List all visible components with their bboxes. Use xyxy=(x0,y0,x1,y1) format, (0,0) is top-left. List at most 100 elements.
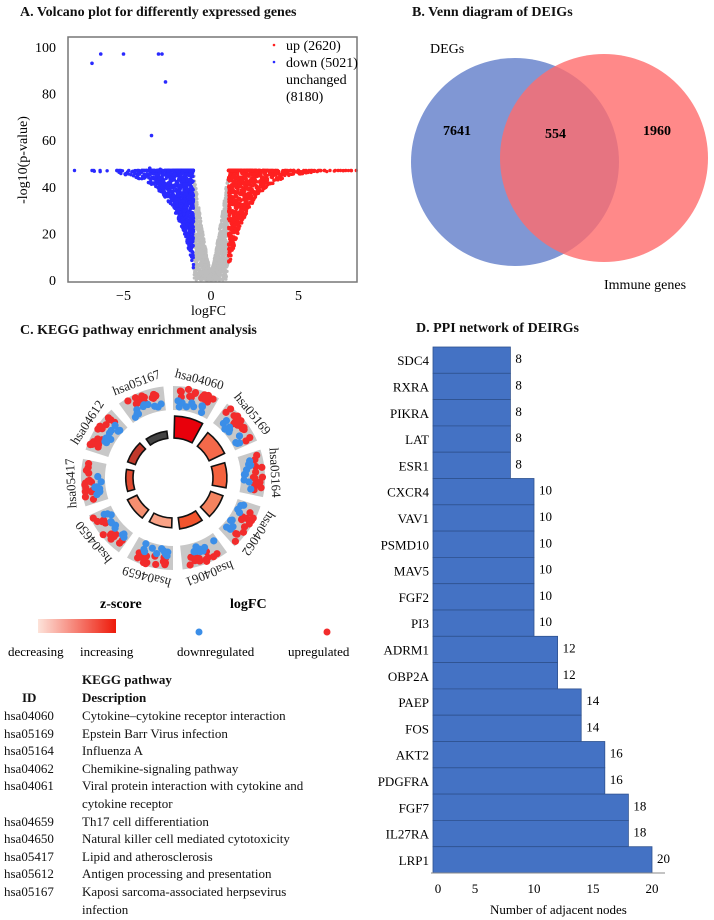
volcano-point-unchanged xyxy=(204,254,208,259)
volcano-point-unchanged xyxy=(215,253,219,257)
volcano-point-unchanged xyxy=(198,221,202,225)
volcano-point-down xyxy=(161,172,165,177)
ppi-category-label: PSMD10 xyxy=(381,537,429,552)
volcano-point-down xyxy=(167,188,171,192)
volcano-point-unchanged xyxy=(204,268,208,272)
volcano-point-unchanged xyxy=(195,200,199,204)
ppi-value-label: 16 xyxy=(610,746,624,761)
volcano-point-down xyxy=(140,174,145,178)
ppi-bar xyxy=(432,346,511,374)
volcano-point-unchanged xyxy=(196,239,200,243)
ppi-value-label: 20 xyxy=(657,851,670,866)
volcano-point-down xyxy=(158,171,162,175)
volcano-point-unchanged xyxy=(223,211,227,215)
ppi-bar xyxy=(432,688,582,716)
volcano-point-down xyxy=(190,249,194,254)
ppi-xtick-label: 0 xyxy=(435,881,442,896)
volcano-point-unchanged xyxy=(224,207,228,211)
volcano-point-unchanged xyxy=(198,216,203,220)
volcano-point-down xyxy=(174,187,179,192)
volcano-point-unchanged xyxy=(196,276,200,281)
volcano-title: A. Volcano plot for differently expresse… xyxy=(20,5,297,20)
volcano-point-unchanged xyxy=(204,272,209,276)
ppi-xtick-label: 10 xyxy=(528,881,541,896)
volcano-point-unchanged xyxy=(224,277,228,281)
ppi-xtick-label: 20 xyxy=(646,881,659,896)
volcano-point-down xyxy=(176,216,181,220)
ppi-bar xyxy=(432,478,535,506)
ppi-bars: SDC4 8 RXRA 8 PIKRA 8 LAT 8 ESR1 8 CXCR4 10 VAV1 10 PS… xyxy=(378,346,670,896)
ppi-value-label: 10 xyxy=(539,483,552,498)
volcano-point-down xyxy=(170,196,174,200)
ppi-value-label: 10 xyxy=(539,588,552,603)
volcano-point-unchanged xyxy=(198,250,203,254)
volcano-point-down xyxy=(174,196,178,201)
volcano-point-down xyxy=(186,210,190,215)
volcano-point-unchanged xyxy=(219,257,223,261)
volcano-point-unchanged xyxy=(213,261,217,265)
ppi-category-label: FGF2 xyxy=(399,590,429,605)
volcano-point-down xyxy=(181,179,185,183)
ppi-value-label: 14 xyxy=(586,693,600,708)
volcano-point-unchanged xyxy=(221,224,225,229)
volcano-point-down xyxy=(144,168,148,173)
volcano-point-down xyxy=(191,232,195,237)
volcano-point-down xyxy=(166,168,171,173)
volcano-point-unchanged xyxy=(222,216,226,220)
volcano-point-down xyxy=(182,232,187,236)
volcano-point-unchanged xyxy=(194,255,198,260)
volcano-point-down xyxy=(185,233,190,238)
volcano-point-unchanged xyxy=(199,264,203,268)
volcano-point-down xyxy=(184,192,189,196)
ppi-value-label: 14 xyxy=(586,719,600,734)
volcano-point-down xyxy=(135,173,140,178)
ppi-category-label: IL27RA xyxy=(386,827,430,842)
ppi-category-label: FGF7 xyxy=(399,800,430,815)
volcano-point-unchanged xyxy=(209,278,213,282)
volcano-point-down xyxy=(152,168,156,173)
volcano-point-unchanged xyxy=(195,243,199,247)
volcano-point-unchanged xyxy=(194,235,198,240)
volcano-point-unchanged xyxy=(205,258,209,263)
volcano-point-down xyxy=(187,194,191,199)
volcano-point-unchanged xyxy=(219,233,223,237)
ppi-value-label: 8 xyxy=(515,404,522,419)
volcano-point-unchanged xyxy=(195,197,199,201)
ppi-bar xyxy=(432,451,511,479)
volcano-point-unchanged xyxy=(223,220,227,225)
volcano-point-down xyxy=(137,176,141,181)
volcano-point-unchanged xyxy=(193,240,197,244)
volcano-point-down xyxy=(179,213,183,217)
volcano-point-down xyxy=(175,203,179,208)
volcano-point-unchanged xyxy=(211,276,215,280)
ppi-bar xyxy=(432,372,511,400)
ppi-category-label: PI3 xyxy=(411,616,429,631)
ppi-category-label: OBP2A xyxy=(388,669,430,684)
volcano-point-down xyxy=(182,209,186,213)
volcano-point-down xyxy=(191,192,195,197)
volcano-point-down xyxy=(190,238,194,243)
volcano-point-down xyxy=(191,236,195,240)
ppi-bar xyxy=(432,767,606,795)
volcano-point-unchanged xyxy=(220,254,224,259)
volcano-point-unchanged xyxy=(208,269,212,274)
volcano-point-unchanged xyxy=(201,266,205,270)
volcano-point-unchanged xyxy=(199,243,203,247)
volcano-point-unchanged xyxy=(197,253,202,257)
volcano-point-down xyxy=(129,172,133,177)
volcano-point-down xyxy=(186,197,190,201)
ppi-value-label: 8 xyxy=(515,351,522,366)
volcano-point-down xyxy=(161,182,165,186)
volcano-point-unchanged xyxy=(216,241,220,245)
volcano-point-down xyxy=(151,171,155,176)
volcano-point-down xyxy=(170,203,175,207)
ppi-value-label: 8 xyxy=(515,456,522,471)
ppi-value-label: 12 xyxy=(563,640,576,655)
volcano-point-down xyxy=(182,212,186,216)
volcano-point-down xyxy=(105,169,109,173)
volcano-point-unchanged xyxy=(219,241,224,245)
ppi-bar xyxy=(432,662,558,690)
ppi-bar xyxy=(432,399,511,427)
volcano-point-down xyxy=(184,204,188,209)
